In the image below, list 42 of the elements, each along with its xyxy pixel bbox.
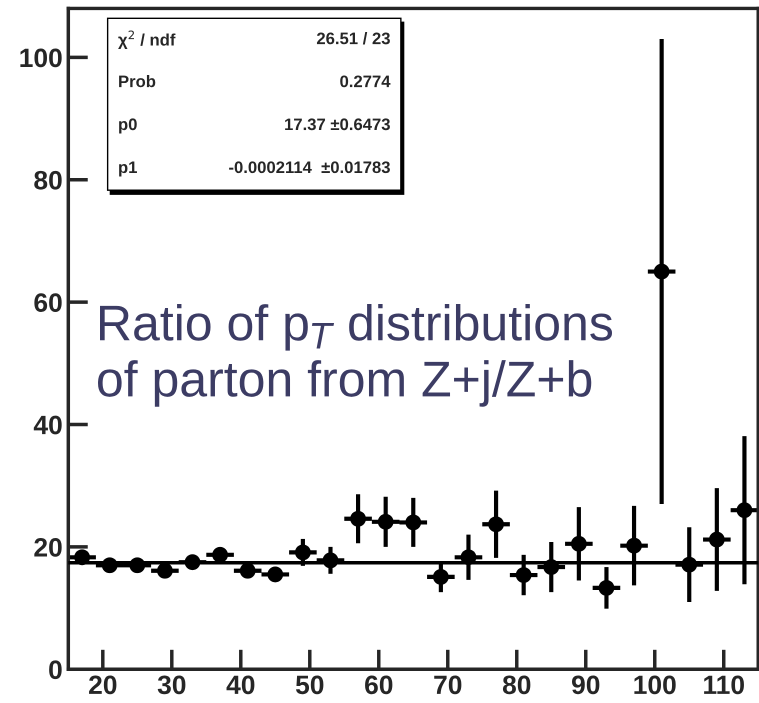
x-tick-label: 100 [634, 676, 676, 694]
x-tick-label: 20 [89, 676, 116, 694]
x-tick-label: 80 [502, 676, 530, 694]
point [378, 514, 394, 530]
y-tick-label: 40 [34, 416, 62, 434]
point [488, 516, 504, 532]
annotation: 26.51 / 23 [316, 32, 390, 44]
annotation: Prob [119, 75, 156, 88]
annotation: 17.37 ±0.6473 [285, 118, 390, 130]
annotation: Ratio of p$_{T}$ distributions of parton from Z+j/Z+b [98, 304, 612, 407]
point [240, 562, 256, 579]
point [516, 567, 532, 583]
y-tick-label: 20 [34, 538, 62, 557]
point [570, 536, 587, 552]
point [294, 544, 311, 560]
y-tick-label: 0 [49, 660, 62, 680]
x-tick-label: 90 [572, 676, 600, 694]
x-tick-label: 110 [704, 676, 744, 694]
point [736, 502, 752, 518]
point [598, 580, 614, 596]
y-tick-label: 80 [34, 170, 62, 190]
x-tick-label: 30 [158, 676, 186, 694]
point [432, 568, 449, 585]
y-tick-label: 100 [20, 48, 62, 68]
annotation: -0.0002114 ±0.01783 [229, 161, 390, 174]
y-tick-label: 60 [34, 293, 62, 312]
x-tick-label: 70 [434, 676, 462, 694]
point [708, 532, 725, 548]
point [267, 566, 284, 582]
point [654, 264, 670, 280]
x-tick-label: 50 [296, 676, 324, 694]
x-tick-label: 60 [365, 676, 392, 694]
point [212, 546, 228, 563]
point [350, 510, 366, 527]
point [626, 538, 642, 554]
annotation: p0 [119, 118, 137, 134]
annotation: p1 [119, 162, 137, 176]
annotation: χ$^{2}$ / ndf [118, 30, 176, 49]
point [405, 514, 422, 530]
x-tick-label: 40 [226, 676, 254, 694]
point [156, 562, 173, 579]
annotation: 0.2774 [340, 75, 390, 88]
